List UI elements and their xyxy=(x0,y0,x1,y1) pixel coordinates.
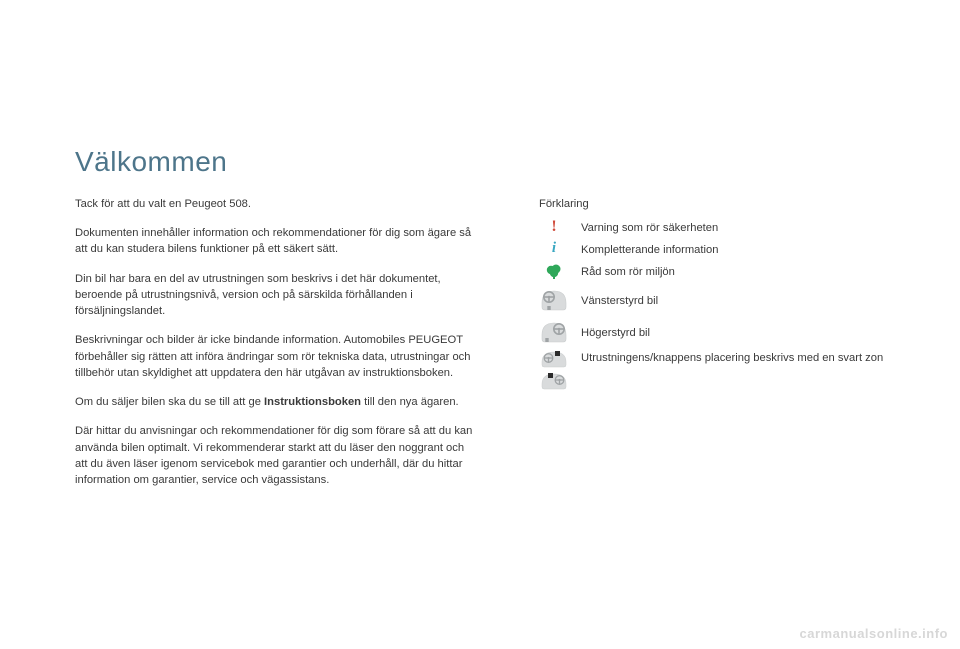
legend-label-warning: Varning som rör säkerheten xyxy=(581,219,718,236)
paragraph-5: Där hittar du anvisningar och rekommenda… xyxy=(75,423,473,488)
p4-bold: Instruktionsboken xyxy=(264,396,361,408)
tree-icon xyxy=(539,263,569,281)
right-column: Förklaring ! Varning som rör säkerheten … xyxy=(539,196,899,501)
paragraph-3: Beskrivningar och bilder är icke bindand… xyxy=(75,332,473,381)
left-column: Tack för att du valt en Peugeot 508. Dok… xyxy=(75,196,473,501)
intro-text: Tack för att du valt en Peugeot 508. xyxy=(75,196,473,212)
watermark: carmanualsonline.info xyxy=(800,626,948,641)
legend-row-location: Utrustningens/knappens placering beskriv… xyxy=(539,349,899,391)
info-icon: i xyxy=(539,241,569,256)
paragraph-4: Om du säljer bilen ska du se till att ge… xyxy=(75,394,473,410)
p4-post: till den nya ägaren. xyxy=(361,396,459,408)
legend-list: ! Varning som rör säkerheten i Komplette… xyxy=(539,219,899,391)
legend-label-lhd: Vänsterstyrd bil xyxy=(581,292,658,309)
location-icon xyxy=(539,349,569,391)
legend-label-rhd: Högerstyrd bil xyxy=(581,324,650,341)
legend-row-env: Råd som rör miljön xyxy=(539,263,899,283)
p4-pre: Om du säljer bilen ska du se till att ge xyxy=(75,396,264,408)
rhd-wheel-icon xyxy=(539,319,569,345)
legend-heading: Förklaring xyxy=(539,196,899,212)
warning-icon: ! xyxy=(539,219,569,235)
paragraph-2: Din bil har bara en del av utrustningen … xyxy=(75,271,473,320)
legend-row-lhd: Vänsterstyrd bil xyxy=(539,285,899,315)
legend-label-info: Kompletterande information xyxy=(581,241,718,258)
columns: Tack för att du valt en Peugeot 508. Dok… xyxy=(75,196,900,501)
legend-label-env: Råd som rör miljön xyxy=(581,263,675,280)
legend-row-info: i Kompletterande information xyxy=(539,241,899,261)
legend-row-rhd: Högerstyrd bil xyxy=(539,317,899,347)
legend-row-warning: ! Varning som rör säkerheten xyxy=(539,219,899,239)
paragraph-1: Dokumenten innehåller information och re… xyxy=(75,225,473,257)
page-title: Välkommen xyxy=(75,146,900,178)
lhd-wheel-icon xyxy=(539,287,569,313)
page: Välkommen Tack för att du valt en Peugeo… xyxy=(0,0,960,649)
legend-label-location: Utrustningens/knappens placering beskriv… xyxy=(581,349,883,366)
